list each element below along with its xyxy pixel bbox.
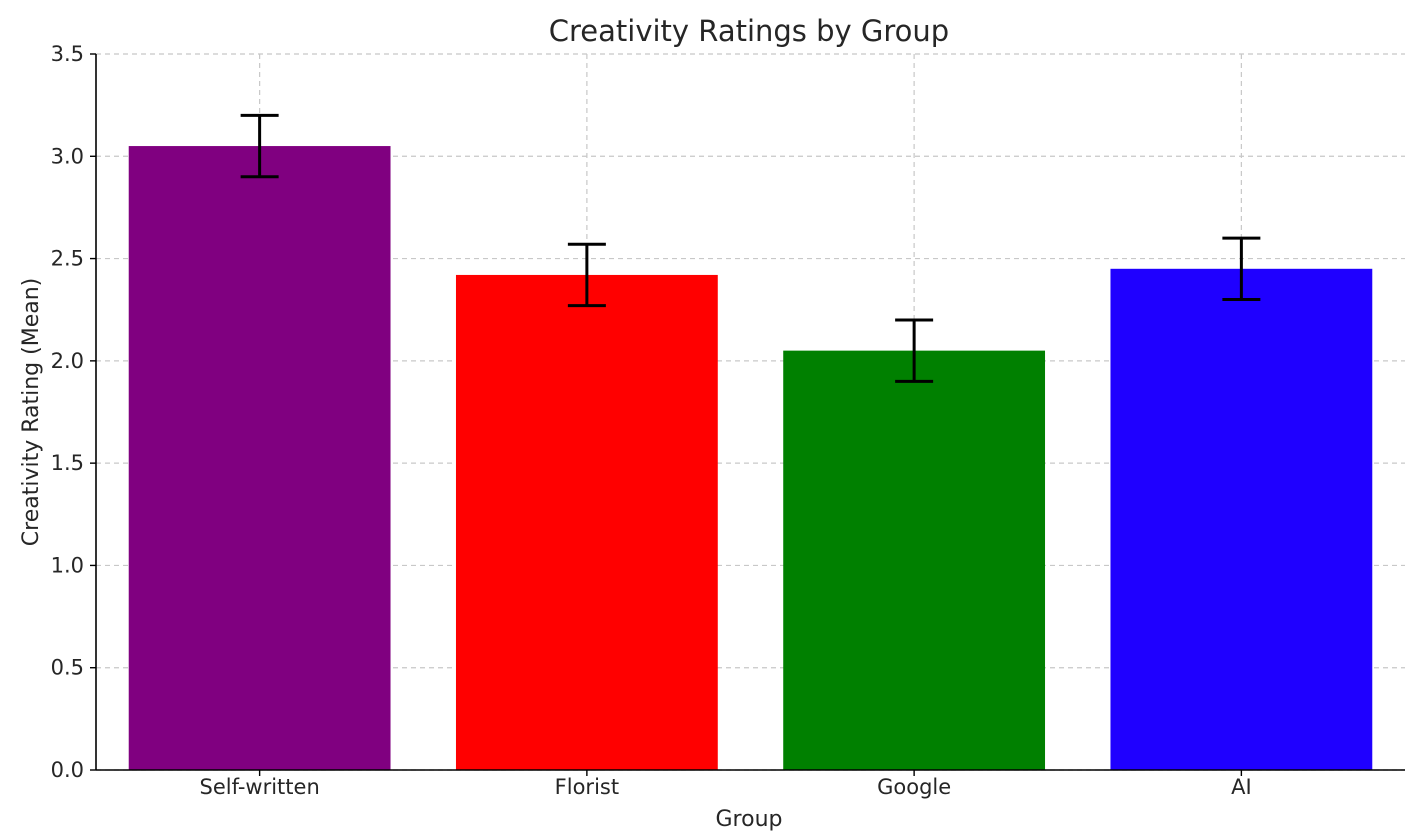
y-tick-label: 1.5 xyxy=(51,451,84,475)
y-axis-label: Creativity Rating (Mean) xyxy=(19,278,44,546)
x-tick-label: Self-written xyxy=(200,775,320,799)
tick-labels: 0.0 0.5 1.0 1.5 2.0 2.5 3.0 3.5 Self-written Flor… xyxy=(51,42,1252,799)
x-tick-label: Florist xyxy=(555,775,619,799)
error-bars xyxy=(240,113,1261,383)
y-tick-label: 2.0 xyxy=(51,349,84,373)
x-axis-label: Group xyxy=(716,807,783,832)
y-tick-label: 1.0 xyxy=(51,553,84,577)
y-tick-label: 3.5 xyxy=(51,42,84,66)
axes xyxy=(90,53,1405,776)
bar-florist xyxy=(455,274,718,770)
x-tick-label: AI xyxy=(1231,775,1252,799)
bar-self-written xyxy=(128,146,391,771)
bar-google xyxy=(783,350,1046,770)
chart-title: Creativity Ratings by Group xyxy=(549,14,949,48)
x-tick-label: Google xyxy=(877,775,951,799)
y-tick-label: 0.5 xyxy=(51,656,84,680)
bar-ai xyxy=(1110,268,1373,770)
bars xyxy=(128,146,1373,771)
y-tick-label: 3.0 xyxy=(51,144,84,168)
y-tick-label: 2.5 xyxy=(51,247,84,271)
y-tick-label: 0.0 xyxy=(51,758,84,782)
